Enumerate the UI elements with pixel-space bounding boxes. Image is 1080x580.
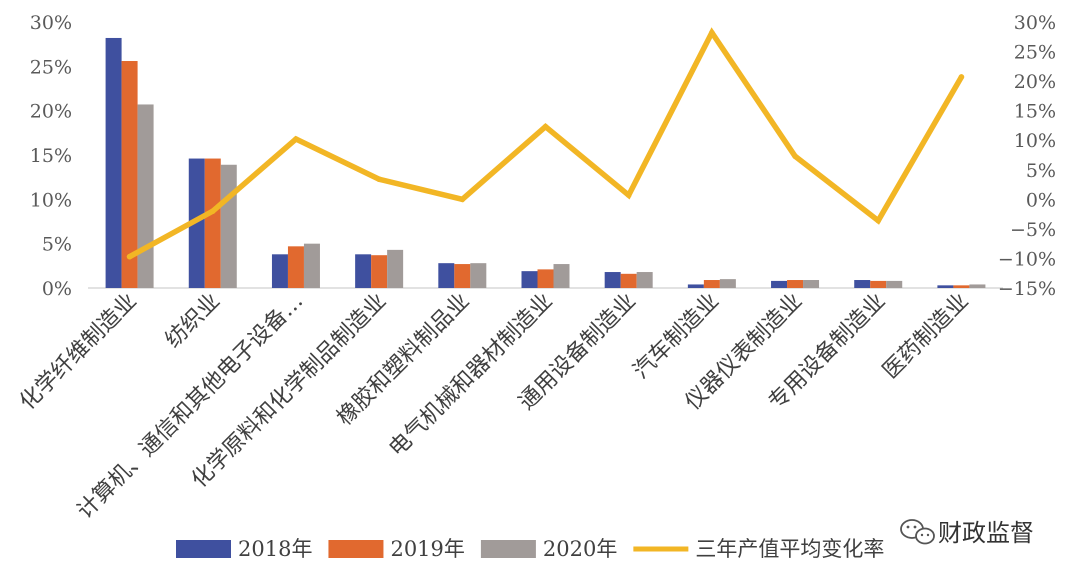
category-label: 电气机械和器材制造业 xyxy=(384,289,557,462)
bar-2020年-专用设备制造业 xyxy=(886,280,903,288)
line-series xyxy=(126,27,965,260)
bar-2020年-通用设备制造业 xyxy=(636,272,653,288)
bar-2019年-计算机、通信和其他电子设备… xyxy=(287,246,304,288)
bar-series xyxy=(105,37,986,289)
bar-2019年-通用设备制造业 xyxy=(620,273,637,288)
line-point-专用设备制造业 xyxy=(875,217,882,224)
right-tick-label: 10% xyxy=(1014,130,1056,152)
line-point-化学纤维制造业 xyxy=(126,253,133,260)
category-labels: 化学纤维制造业 纺织业计算机、通信和其他电子设备…化学原料和化学制品制造业橡胶和塑… xyxy=(15,289,973,524)
right-tick-label: 0% xyxy=(1026,189,1056,211)
line-point-医药制造业 xyxy=(958,74,965,80)
wechat-icon xyxy=(900,519,935,545)
bar-2019年-化学纤维制造业 xyxy=(121,61,138,288)
left-tick-label: 0% xyxy=(42,278,72,300)
bar-2018年-纺织业 xyxy=(188,158,205,288)
right-tick-label: −15% xyxy=(998,278,1056,300)
legend-label: 三年产值平均变化率 xyxy=(695,537,884,561)
line-point-化学原料和化学制品制造业 xyxy=(376,176,382,183)
line-point-汽车制造业 xyxy=(709,29,715,36)
bar-2018年-计算机、通信和其他电子设备… xyxy=(271,254,288,288)
line-三年产值平均变化率 xyxy=(126,27,965,260)
legend: 2018年 2019年 2020年 三年产值平均变化率 xyxy=(176,537,884,561)
category-label: 纺织业 xyxy=(161,289,225,353)
bar-2020年-电气机械和器材制造业 xyxy=(553,264,570,288)
line-point-计算机、通信和其他电子设备… xyxy=(293,136,299,142)
bar-2020年-仪器仪表制造业 xyxy=(803,280,820,288)
left-tick-label: 10% xyxy=(30,189,72,211)
right-tick-label: −10% xyxy=(998,248,1056,270)
legend-swatch xyxy=(480,540,536,558)
bar-2020年-医药制造业 xyxy=(969,284,986,288)
bar-2018年-化学原料和化学制品制造业 xyxy=(355,254,372,288)
line-point-橡胶和塑料制品业 xyxy=(459,196,466,203)
line-point-仪器仪表制造业 xyxy=(792,153,798,159)
right-axis: −15% −10% −5% 0% 5% 10% 15% 20% 25% 30% xyxy=(998,12,1056,300)
left-tick-label: 15% xyxy=(30,145,72,167)
bar-2019年-电气机械和器材制造业 xyxy=(537,269,554,288)
bar-2018年-汽车制造业 xyxy=(687,284,704,288)
watermark-text: 财政监督 xyxy=(938,519,1034,547)
legend-label: 2019年 xyxy=(390,537,464,561)
category-label: 化学纤维制造业 xyxy=(15,289,142,416)
bar-2018年-医药制造业 xyxy=(937,285,954,288)
watermark: 财政监督 xyxy=(900,519,1034,547)
bar-2020年-化学原料和化学制品制造业 xyxy=(387,249,404,288)
legend-label: 2020年 xyxy=(543,537,617,561)
right-tick-label: 25% xyxy=(1014,42,1056,64)
left-tick-label: 5% xyxy=(42,234,72,256)
bar-2019年-化学原料和化学制品制造业 xyxy=(371,255,388,288)
bar-2019年-汽车制造业 xyxy=(703,280,720,288)
bar-2019年-专用设备制造业 xyxy=(870,280,887,288)
bar-2018年-电气机械和器材制造业 xyxy=(521,271,538,288)
line-point-电气机械和器材制造业 xyxy=(542,123,549,130)
bar-2018年-仪器仪表制造业 xyxy=(771,280,788,288)
left-tick-label: 25% xyxy=(30,56,72,78)
bar-2020年-纺织业 xyxy=(220,164,237,288)
bar-2020年-化学纤维制造业 xyxy=(137,104,154,289)
bar-2018年-橡胶和塑料制品业 xyxy=(438,263,455,288)
left-tick-label: 20% xyxy=(30,101,72,123)
category-label: 医药制造业 xyxy=(878,289,973,384)
bar-2019年-医药制造业 xyxy=(953,285,970,288)
right-tick-label: −5% xyxy=(1010,219,1056,241)
legend-swatch xyxy=(176,540,231,558)
right-tick-label: 5% xyxy=(1026,160,1056,182)
bar-2019年-纺织业 xyxy=(204,158,221,288)
bar-2020年-汽车制造业 xyxy=(719,279,736,288)
bar-2020年-计算机、通信和其他电子设备… xyxy=(303,243,320,288)
bar-2019年-仪器仪表制造业 xyxy=(787,280,804,288)
bar-2018年-化学纤维制造业 xyxy=(105,37,122,289)
bar-2020年-橡胶和塑料制品业 xyxy=(470,263,487,288)
legend-label: 2018年 xyxy=(238,537,312,561)
left-tick-label: 30% xyxy=(30,12,72,34)
right-tick-label: 20% xyxy=(1014,71,1056,93)
right-tick-label: 30% xyxy=(1014,12,1056,34)
legend-swatch xyxy=(328,540,384,558)
left-axis: 0% 5% 10% 15% 20% 25% 30% xyxy=(30,12,72,300)
bar-2018年-通用设备制造业 xyxy=(604,272,621,288)
right-tick-label: 15% xyxy=(1014,101,1056,123)
bar-2019年-橡胶和塑料制品业 xyxy=(454,264,471,288)
bar-2018年-专用设备制造业 xyxy=(854,280,871,288)
line-point-通用设备制造业 xyxy=(625,192,632,198)
line-point-纺织业 xyxy=(209,208,216,214)
